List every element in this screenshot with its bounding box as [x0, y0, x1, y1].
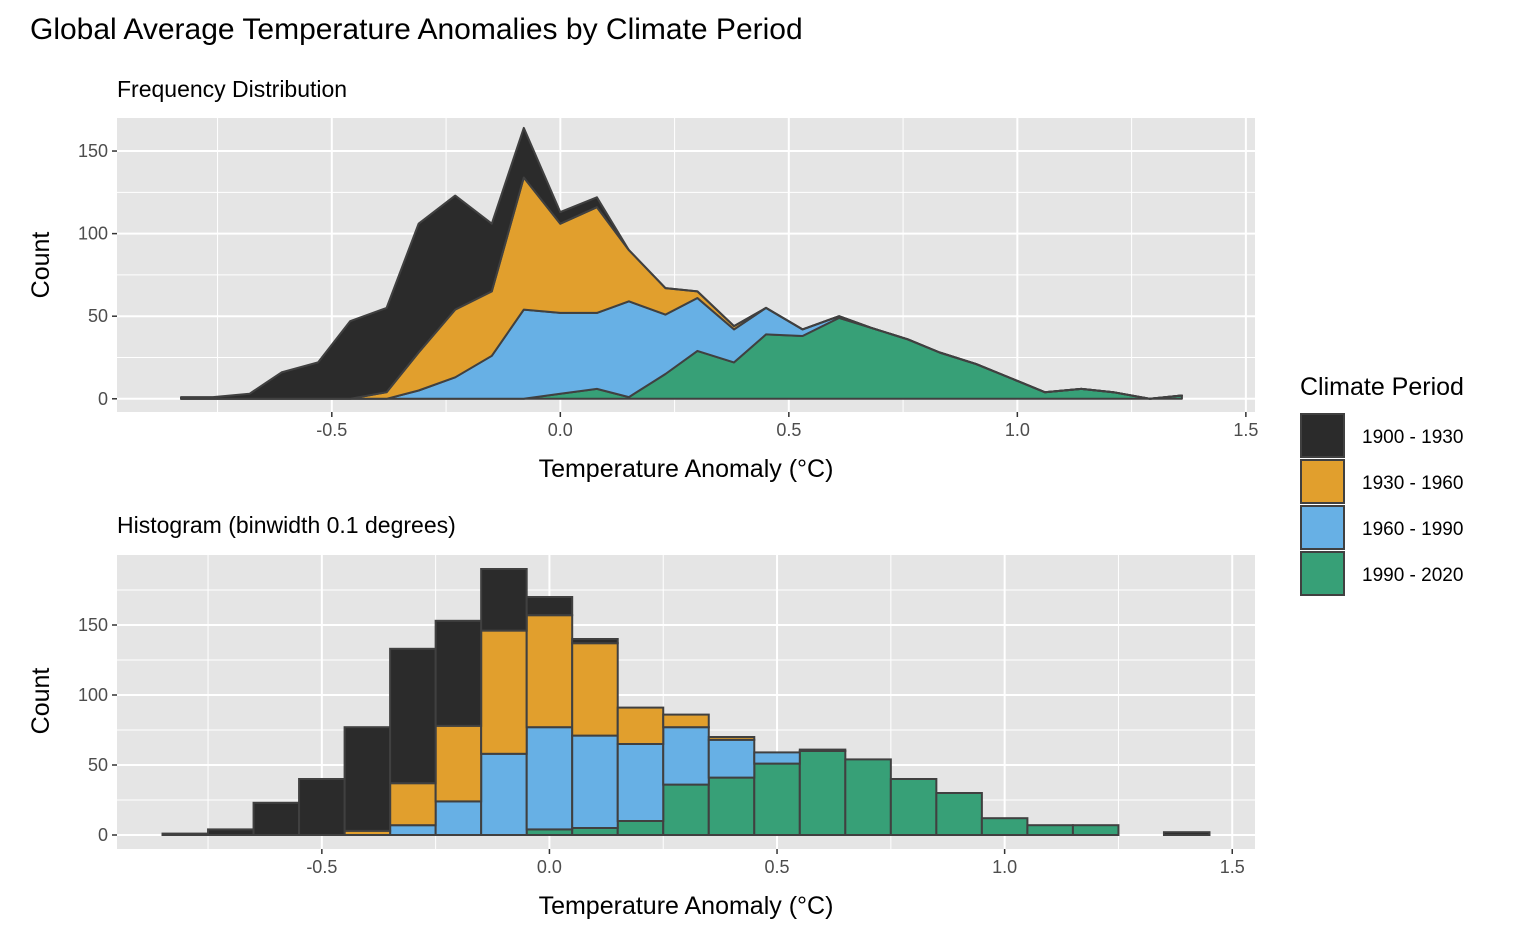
bar-1990-2020-bin-12	[707, 776, 756, 836]
area-series-1900-1930	[180, 126, 1183, 400]
bar-1960-1990-bin-14	[798, 748, 847, 752]
bar-1930-1960-bin-6	[434, 724, 483, 803]
bar-1990-2020-bin-20	[1071, 824, 1120, 837]
bar-1900-1930-bin-2	[252, 801, 301, 836]
bar-1930-1960-bin-10	[616, 706, 665, 745]
freq-x-tick-label: 0.5	[776, 420, 801, 440]
legend: Climate Period 1900 - 1930 1930 - 1960 196…	[1300, 373, 1464, 596]
freq-x-tick-label: 0.0	[548, 420, 573, 440]
hist-x-tick-label: -0.5	[306, 857, 337, 877]
panel1-subtitle: Frequency Distribution	[117, 76, 347, 102]
bar-1960-1990-bin-8	[525, 726, 574, 831]
bar-1930-1960-bin-9	[571, 642, 619, 737]
freq-x-tick-label: 1.5	[1233, 420, 1258, 440]
bar-1990-2020-bin-13	[753, 762, 801, 836]
bar-1900-1930-bin-4	[343, 726, 392, 832]
freq-y-tick-label: 100	[78, 224, 108, 244]
bar-1930-1960-bin-5	[389, 782, 437, 827]
bar-1900-1930-bin-8	[525, 596, 574, 617]
bar-1990-2020-bin-9	[571, 827, 619, 836]
figure-title: Global Average Temperature Anomalies by …	[30, 13, 803, 46]
bar-1900-1930-bin-0	[161, 832, 210, 836]
legend-title: Climate Period	[1300, 373, 1464, 401]
bar-1960-1990-bin-6	[434, 800, 483, 837]
hist-x-tick-label: 0.0	[537, 857, 562, 877]
freq-x-tick-label: -0.5	[316, 420, 347, 440]
bar-1990-2020-bin-10	[616, 820, 665, 836]
legend-label-1: 1930 - 1960	[1362, 473, 1463, 494]
freq-y-tick-label: 150	[78, 141, 108, 161]
bar-1990-2020-bin-11	[662, 783, 710, 836]
panel2-y-axis-label: Count	[27, 668, 55, 735]
bar-1960-1990-bin-9	[571, 734, 619, 829]
bar-1990-2020-bin-16	[889, 778, 938, 836]
panel1-x-axis-label: Temperature Anomaly (°C)	[539, 455, 834, 483]
bar-1900-1930-bin-1	[207, 828, 255, 837]
histogram-panel: -0.5 0.0 0.5 1.0 1.5 0 50 100 150	[78, 555, 1255, 877]
bar-1960-1990-bin-12	[707, 738, 756, 779]
freq-x-tick-label: 1.0	[1005, 420, 1030, 440]
legend-key-2	[1300, 505, 1345, 550]
legend-key-1	[1300, 459, 1345, 504]
bar-1960-1990-bin-7	[480, 752, 528, 836]
hist-y-tick-label: 150	[78, 615, 108, 635]
panel2-subtitle: Histogram (binwidth 0.1 degrees)	[117, 512, 456, 538]
legend-key-3	[1300, 551, 1345, 596]
bar-1990-2020-bin-15	[844, 758, 892, 837]
freq-y-tick-label: 0	[98, 389, 108, 409]
hist-y-tick-label: 100	[78, 685, 108, 705]
hist-y-tick-label: 0	[98, 825, 108, 845]
bar-1900-1930-bin-7	[480, 568, 528, 632]
bar-1960-1990-bin-10	[616, 743, 665, 822]
legend-label-3: 1990 - 2020	[1362, 565, 1463, 586]
hist-x-tick-label: 1.5	[1220, 857, 1245, 877]
bar-1930-1960-bin-7	[480, 629, 528, 755]
bar-1900-1930-bin-5	[389, 647, 437, 785]
hist-x-tick-label: 0.5	[765, 857, 790, 877]
bar-1960-1990-bin-5	[389, 824, 437, 837]
bar-1930-1960-bin-8	[525, 614, 574, 729]
bar-1930-1960-bin-12	[707, 736, 756, 741]
bar-1990-2020-bin-19	[1026, 824, 1074, 837]
bar-1960-1990-bin-13	[753, 751, 801, 765]
bar-1900-1930-bin-3	[298, 778, 346, 836]
bar-1960-1990-bin-11	[662, 726, 710, 786]
panel1-y-axis-label: Count	[27, 232, 55, 299]
hist-x-tick-label: 1.0	[992, 857, 1017, 877]
bar-1990-2020-bin-14	[798, 750, 847, 836]
freq-y-tick-label: 50	[88, 306, 108, 326]
legend-label-2: 1960 - 1990	[1362, 519, 1463, 540]
bar-1930-1960-bin-11	[662, 713, 710, 729]
bar-1900-1930-bin-22	[1162, 831, 1211, 837]
legend-label-0: 1900 - 1930	[1362, 427, 1463, 448]
frequency-distribution-panel: -0.5 0.0 0.5 1.0 1.5 0 50 100 150	[78, 118, 1258, 440]
bar-1990-2020-bin-17	[935, 792, 983, 836]
bar-1900-1930-bin-6	[434, 619, 483, 727]
hist-y-tick-label: 50	[88, 755, 108, 775]
legend-key-0	[1300, 413, 1345, 458]
bar-1990-2020-bin-18	[980, 817, 1029, 837]
bar-1900-1930-bin-9	[571, 638, 619, 645]
panel2-x-axis-label: Temperature Anomaly (°C)	[539, 892, 834, 920]
